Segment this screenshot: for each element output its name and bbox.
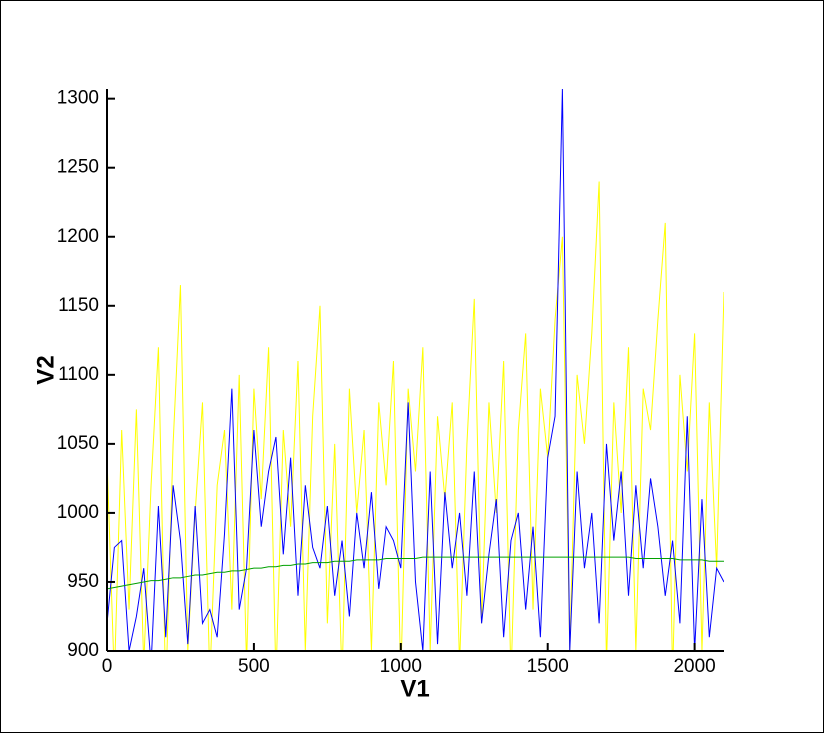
- y-tick-label: 900: [67, 640, 99, 661]
- y-tick-label: 950: [67, 571, 99, 592]
- y-tick-label: 1200: [57, 226, 99, 247]
- series-line: [107, 89, 724, 651]
- y-tick-label: 1250: [57, 157, 99, 178]
- x-tick-label: 1500: [527, 656, 569, 677]
- plot-area: [107, 89, 724, 651]
- series-line: [107, 556, 724, 590]
- x-tick-label: 500: [238, 656, 270, 677]
- y-tick-label: 1100: [58, 364, 99, 385]
- x-tick-label: 2000: [673, 656, 715, 677]
- x-tick-label: 0: [102, 656, 113, 677]
- y-tick-label: 1050: [57, 433, 99, 454]
- series-line: [107, 181, 724, 651]
- y-tick-label: 1000: [57, 502, 99, 523]
- y-tick-label: 1150: [58, 295, 99, 316]
- x-tick-label: 1000: [380, 656, 422, 677]
- x-axis-title: V1: [400, 675, 429, 702]
- y-axis-title: V2: [32, 355, 59, 384]
- y-tick-label: 1300: [57, 88, 99, 109]
